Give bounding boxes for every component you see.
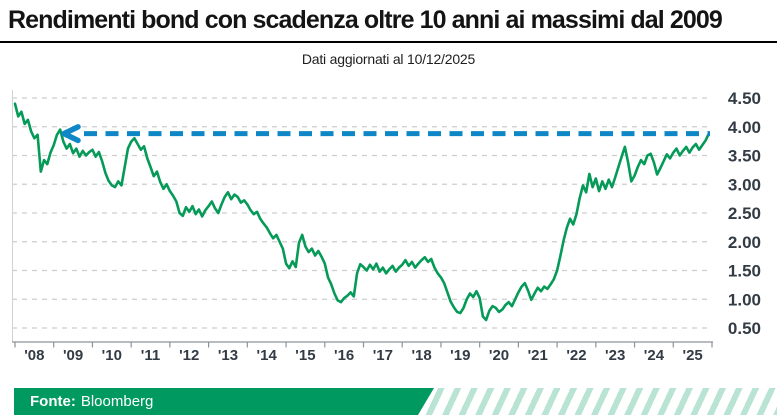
yield-line-chart: 0.50 1.00 1.50 2.00 2.50 3.00 3.50 4.00 4.50 '08 '… (0, 74, 777, 366)
x-axis-tick-label: '19 (450, 347, 470, 364)
x-axis-tick-label: '09 (63, 347, 83, 364)
x-axis-tick-label: '12 (179, 347, 199, 364)
x-axis-tick-label: '13 (218, 347, 238, 364)
x-axis-tick-label: '15 (295, 347, 315, 364)
x-axis-tick-label: '11 (141, 347, 160, 364)
x-axis-tick-label: '10 (102, 347, 122, 364)
title-divider (0, 40, 777, 43)
page-title: Rendimenti bond con scadenza oltre 10 an… (8, 6, 723, 34)
y-axis-tick-label: 2.00 (728, 233, 761, 252)
source-footer: Fonte: Bloomberg (0, 388, 777, 415)
x-axis-tick-label: '22 (566, 347, 586, 364)
y-axis-tick-label: 1.50 (728, 262, 761, 281)
x-axis-tick-label: '24 (644, 347, 665, 364)
chart-canvas: 0.50 1.00 1.50 2.00 2.50 3.00 3.50 4.00 4.50 '08 '… (12, 89, 761, 364)
x-axis-tick-label: '17 (373, 347, 393, 364)
y-axis-tick-label: 2.50 (728, 204, 761, 223)
x-axis-tick-label: '08 (24, 347, 44, 364)
y-axis-tick-label: 3.00 (728, 175, 761, 194)
y-axis-tick-label: 3.50 (728, 147, 761, 166)
y-axis-tick-label: 0.50 (728, 319, 761, 338)
x-axis-tick-label: '16 (334, 347, 354, 364)
source-value: Bloomberg (80, 393, 154, 410)
yield-series-line (13, 102, 711, 322)
x-axis-tick-label: '18 (411, 347, 431, 364)
x-axis-tick-label: '14 (257, 347, 278, 364)
source-label: Fonte: (30, 393, 76, 410)
chart-subtitle: Dati aggiornati al 10/12/2025 (301, 50, 476, 67)
x-axis-tick-label: '20 (489, 347, 509, 364)
x-axis-tick-label: '23 (605, 347, 625, 364)
x-axis-tick-label: '25 (683, 347, 703, 364)
diagonal-stripes-decoration (405, 388, 777, 415)
reference-line-arrow (61, 124, 81, 144)
source-bar: Fonte: Bloomberg (14, 388, 434, 415)
y-axis-tick-label: 4.50 (728, 89, 761, 108)
y-axis-tick-label: 4.00 (728, 118, 761, 137)
y-axis-tick-label: 1.00 (728, 290, 761, 309)
x-axis-tick-label: '21 (528, 347, 548, 364)
